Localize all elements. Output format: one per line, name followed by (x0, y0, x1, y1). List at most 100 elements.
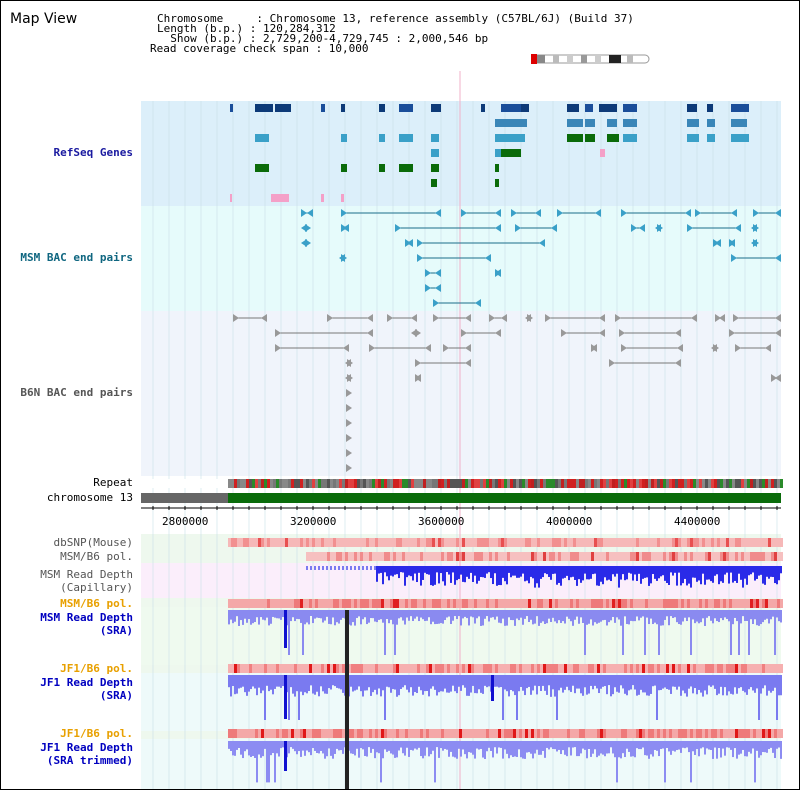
read-depth-bar (516, 610, 518, 619)
read-depth-bar (298, 610, 300, 620)
read-depth-bar (398, 610, 400, 619)
read-depth-bar (316, 675, 318, 692)
repeat-element (666, 479, 669, 488)
repeat-element (762, 479, 765, 488)
track-label-dbsnp[interactable]: dbSNP(Mouse) (53, 536, 133, 549)
read-depth-bar (362, 741, 364, 750)
track-label-jf1-depth-trimmed[interactable]: JF1 Read Depth (40, 741, 133, 754)
polymorphism-density (285, 664, 288, 673)
polymorphism-density (609, 599, 612, 608)
track-label-msm-bac[interactable]: MSM BAC end pairs (20, 251, 133, 264)
polymorphism-density (744, 552, 747, 561)
track-label-jf1-b6-pol-1[interactable]: JF1/B6 pol. (60, 662, 133, 675)
read-depth-bar (240, 675, 242, 688)
read-depth-bar (702, 566, 704, 574)
read-depth-bar (472, 741, 474, 755)
read-depth-bar (388, 610, 390, 624)
polymorphism-density (645, 729, 648, 738)
track-label-msm-b6-pol-2[interactable]: MSM/B6 pol. (60, 597, 133, 610)
dbsnp-density (459, 538, 462, 547)
read-depth-bar (450, 741, 452, 752)
polymorphism-density (375, 664, 378, 673)
polymorphism-density (450, 599, 453, 608)
read-depth-bar (390, 566, 392, 576)
read-depth-bar (584, 675, 586, 688)
read-depth-bar (558, 566, 560, 583)
polymorphism-density (480, 664, 483, 673)
read-depth-bar (412, 610, 414, 621)
polymorphism-density (474, 552, 477, 561)
read-depth-bar (540, 741, 542, 755)
read-depth-bar (306, 610, 308, 623)
polymorphism-density (348, 664, 351, 673)
read-depth-bar (570, 610, 572, 622)
polymorphism-density (774, 664, 777, 673)
polymorphism-density (609, 729, 612, 738)
read-depth-bar (382, 741, 384, 759)
read-depth-bar (380, 610, 382, 620)
dbsnp-density (660, 538, 663, 547)
polymorphism-density (594, 599, 597, 608)
read-depth-bar (524, 741, 526, 759)
repeat-element (360, 479, 363, 488)
polymorphism-density (642, 599, 645, 608)
track-label-jf1-depth-sra[interactable]: JF1 Read Depth (40, 676, 133, 689)
repeat-element (264, 479, 267, 488)
bac-end-marker (525, 314, 531, 322)
read-depth-bar (720, 610, 722, 619)
read-depth-bar (640, 610, 642, 618)
polymorphism-density (471, 552, 474, 561)
read-depth-bar (596, 610, 598, 624)
read-depth-bar (406, 675, 408, 690)
bac-end-marker (719, 314, 725, 322)
read-depth-bar (418, 566, 420, 573)
read-depth-bar (772, 675, 774, 691)
polymorphism-density (498, 552, 501, 561)
dbsnp-density (591, 538, 594, 547)
track-label-msm-b6-pol-1[interactable]: MSM/B6 pol. (60, 550, 133, 563)
dbsnp-density (684, 538, 687, 547)
gene-model (707, 119, 715, 127)
read-depth-bar (704, 566, 706, 585)
read-depth-bar (642, 610, 644, 617)
polymorphism-density (354, 552, 357, 561)
polymorphism-density (483, 729, 486, 738)
read-depth-bar (358, 741, 360, 758)
read-depth-bar (322, 566, 324, 570)
polymorphism-density (777, 664, 780, 673)
read-depth-bar (696, 675, 698, 695)
read-depth-bar (454, 610, 456, 617)
dbsnp-density (501, 538, 504, 547)
dbsnp-density (465, 538, 468, 547)
read-depth-bar (732, 741, 734, 758)
read-depth-bar (282, 610, 284, 618)
track-label-b6n-bac[interactable]: B6N BAC end pairs (20, 386, 133, 399)
bac-end-marker (765, 344, 771, 352)
track-label-msm-depth-sra[interactable]: MSM Read Depth (40, 611, 133, 624)
chromosome-ideogram[interactable] (529, 52, 655, 66)
dbsnp-density (558, 538, 561, 547)
track-label-refseq-genes[interactable]: RefSeq Genes (53, 146, 133, 159)
read-depth-bar (666, 566, 668, 584)
dbsnp-density (258, 538, 261, 547)
read-depth-bar (376, 675, 378, 695)
polymorphism-density (258, 599, 261, 608)
track-label-msm-depth-capillary[interactable]: MSM Read Depth (40, 568, 133, 581)
read-depth-bar (628, 610, 630, 625)
polymorphism-density (330, 552, 333, 561)
polymorphism-density (696, 599, 699, 608)
polymorphism-density (336, 599, 339, 608)
read-depth-bar (350, 741, 352, 754)
read-depth-bar (232, 675, 234, 686)
track-label-jf1-b6-pol-2[interactable]: JF1/B6 pol. (60, 727, 133, 740)
read-depth-bar (720, 566, 722, 582)
polymorphism-density (678, 552, 681, 561)
polymorphism-density (510, 729, 513, 738)
polymorphism-density (624, 664, 627, 673)
bac-end-marker (425, 269, 431, 277)
polymorphism-density (552, 552, 555, 561)
read-depth-bar (482, 610, 484, 626)
bac-end-marker (715, 314, 721, 322)
